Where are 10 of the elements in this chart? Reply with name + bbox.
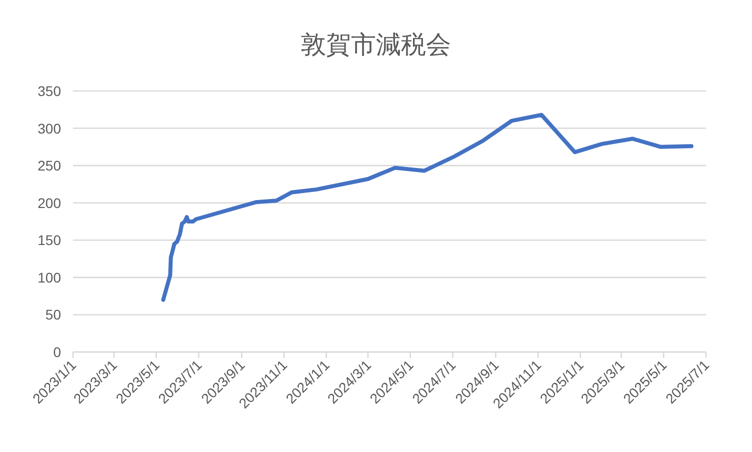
y-tick-label: 300: [38, 120, 62, 136]
y-tick-label: 350: [38, 83, 62, 99]
y-tick-label: 150: [38, 232, 62, 248]
chart-title: 敦賀市減税会: [301, 31, 451, 59]
line-series: [161, 112, 694, 302]
y-tick-label: 100: [38, 269, 62, 286]
y-tick-label: 50: [45, 306, 62, 323]
y-tick-label: 250: [38, 158, 62, 174]
y-tick-label: 0: [53, 344, 62, 360]
y-tick-label: 200: [38, 194, 62, 211]
